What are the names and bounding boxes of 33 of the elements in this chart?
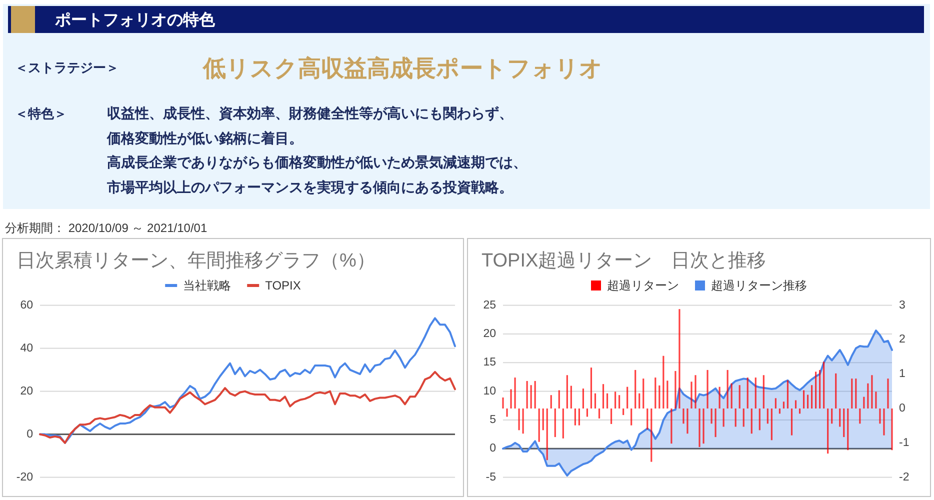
legend-label: 当社戦略 [183,278,232,292]
y2-tick-label: 1 [899,368,906,380]
text: 分析期間： 2020/10/09 ～ 2021/10/01 [5,221,208,235]
text: 価格変動性が低い銘柄に着目。 [106,130,303,146]
text: ポートフォリオの特色 [54,11,216,29]
y-tick-label: -5 [486,471,496,484]
y-tick-label: 25 [483,299,496,312]
text: 市場平均以上のパフォーマンスを実現する傾向にある投資戦略。 [106,179,513,195]
y-tick-label: 60 [20,299,33,312]
chart-title: TOPIX超過リターン 日次と推移 [482,250,766,272]
y-tick-label: -20 [16,471,33,484]
legend-label: 超過リターン推移 [711,278,807,292]
y2-tick-label: 0 [899,402,906,414]
text: ＜ストラテジー＞ [15,60,119,75]
y2-tick-label: 2 [899,334,906,346]
y-tick-label: 20 [20,385,33,398]
y2-tick-label: 3 [899,299,906,312]
text: ＜特色＞ [15,106,67,121]
text: 高成長企業でありながらも価格変動性が低いため景気減速期では、 [107,154,527,170]
text: 収益性、成長性、資本効率、財務健全性等が高いにも関わらず、 [107,105,513,122]
y-tick-label: 0 [490,442,496,455]
y-tick-label: 0 [26,428,33,440]
y-tick-label: 10 [483,385,496,398]
y-tick-label: 15 [483,356,496,369]
y2-tick-label: -2 [899,471,910,484]
text: 低リスク高収益高成長ポートフォリオ [202,55,603,81]
legend-label: 超過リターン [607,278,679,292]
y-tick-label: 20 [483,328,496,340]
chart-title: 日次累積リターン、年間推移グラフ（%） [16,250,376,272]
y2-tick-label: -1 [899,436,910,449]
legend-label: TOPIX [265,278,301,292]
y-tick-label: 5 [490,414,496,426]
y-tick-label: 40 [20,342,33,354]
